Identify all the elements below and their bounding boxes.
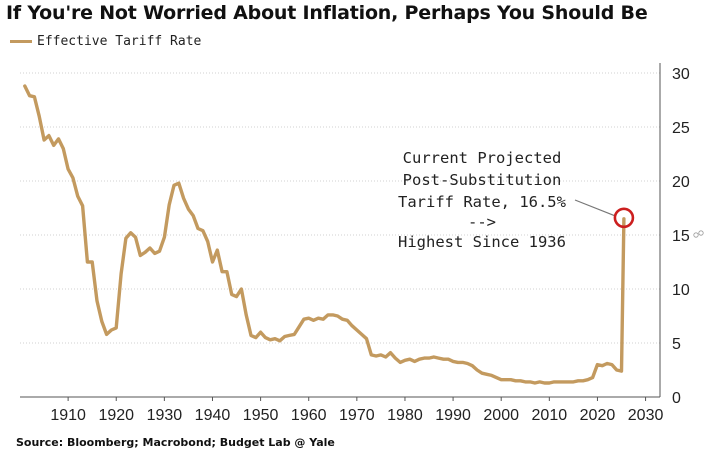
annotation-line-2: Post-Substitution	[403, 171, 562, 189]
legend-label: Effective Tariff Rate	[37, 34, 202, 49]
source-note: Source: Bloomberg; Macrobond; Budget Lab…	[16, 436, 335, 449]
x-tick-label-1930: 1930	[147, 407, 183, 424]
x-tick-label-2020: 2020	[580, 407, 616, 424]
chart-title: If You're Not Worried About Inflation, P…	[6, 2, 648, 24]
legend: Effective Tariff Rate	[10, 34, 201, 49]
annotation-line-1: Current Projected	[403, 149, 562, 167]
annotation-line-5: Highest Since 1936	[398, 233, 566, 251]
y-tick-label-15: 15	[672, 228, 690, 245]
highlight-circle	[613, 207, 635, 229]
annotation-leader-line	[574, 199, 616, 217]
chart-corner-mark	[693, 230, 704, 238]
x-tick-label-2000: 2000	[483, 407, 519, 424]
x-tick-label-1990: 1990	[435, 407, 471, 424]
x-tick-label-2010: 2010	[532, 407, 568, 424]
y-tick-label-20: 20	[672, 174, 690, 191]
x-tick-label-1980: 1980	[387, 407, 423, 424]
corner-mark-dot	[693, 232, 699, 238]
x-axis-ticks: 1910 1920 1930 1940 1950 1960 1970 1980 1990 2000…	[50, 397, 663, 424]
y-tick-label-10: 10	[672, 282, 690, 299]
y-tick-label-25: 25	[672, 120, 690, 137]
y-tick-label-0: 0	[672, 390, 681, 407]
annotation-text: Current Projected Post-Substitution Tariff…	[398, 149, 567, 251]
y-tick-label-30: 30	[672, 66, 690, 83]
x-tick-label-1950: 1950	[243, 407, 279, 424]
x-tick-label-1960: 1960	[291, 407, 327, 424]
y-axis-ticks: 0 5 10 15 20 25 30	[672, 66, 690, 407]
x-tick-label-1910: 1910	[50, 407, 86, 424]
x-tick-label-1940: 1940	[195, 407, 231, 424]
x-tick-label-2030: 2030	[628, 407, 664, 424]
y-tick-label-5: 5	[672, 336, 681, 353]
series-line-effective-tariff-rate	[23, 84, 626, 385]
x-tick-label-1970: 1970	[339, 407, 375, 424]
legend-swatch	[10, 40, 32, 43]
corner-mark-dot-2	[698, 230, 704, 236]
annotation-line-3: Tariff Rate, 16.5%	[398, 193, 567, 211]
x-tick-label-1920: 1920	[98, 407, 134, 424]
annotation-line-4: -->	[468, 213, 496, 231]
